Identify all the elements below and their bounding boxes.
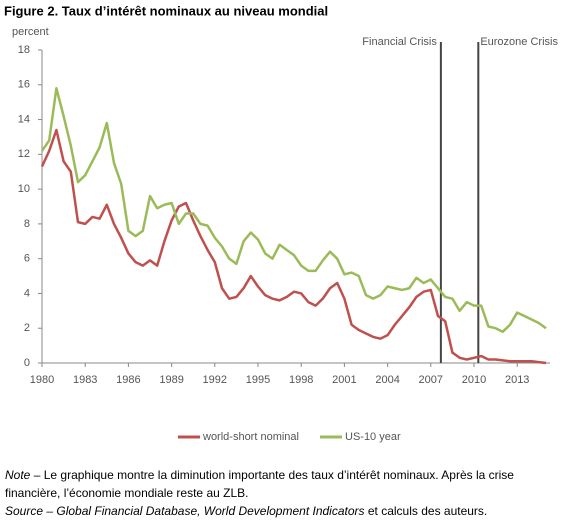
- y-tick-label: 8: [24, 218, 30, 230]
- y-tick-label: 4: [24, 287, 30, 299]
- legend-label: world-short nominal: [202, 431, 299, 443]
- y-tick-label: 2: [24, 322, 30, 334]
- x-tick-label: 2001: [332, 374, 356, 386]
- source-label: Source – Global Financial Database, Worl…: [5, 504, 365, 518]
- y-tick-label: 16: [18, 79, 30, 91]
- x-tick-label: 2013: [505, 374, 529, 386]
- chart-title: Figure 2. Taux d’intérêt nominaux au niv…: [4, 3, 328, 18]
- x-tick-label: 1998: [289, 374, 313, 386]
- y-tick-label: 0: [24, 357, 30, 369]
- footnotes: Note – Le graphique montre la diminution…: [5, 466, 561, 520]
- legend-label: US-10 year: [345, 431, 401, 443]
- x-tick-label: 1992: [203, 374, 227, 386]
- y-axis-label: percent: [12, 26, 49, 38]
- note: Note – Le graphique montre la diminution…: [5, 466, 561, 502]
- y-tick-label: 10: [18, 183, 30, 195]
- series-line: [40, 87, 547, 333]
- y-tick-label: 18: [18, 44, 30, 56]
- y-tick-label: 14: [18, 113, 30, 125]
- x-tick-label: 2004: [375, 374, 399, 386]
- source-text: et calculs des auteurs.: [367, 504, 488, 518]
- note-label: Note: [5, 468, 31, 482]
- source: Source – Global Financial Database, Worl…: [5, 502, 561, 520]
- x-tick-label: 1995: [246, 374, 270, 386]
- x-tick-label: 1986: [116, 374, 140, 386]
- x-tick-label: 1983: [73, 374, 97, 386]
- y-tick-label: 12: [18, 148, 30, 160]
- note-text: – Le graphique montre la diminution impo…: [5, 468, 514, 500]
- annotation-label: Eurozone Crisis: [480, 36, 558, 48]
- x-tick-label: 1989: [159, 374, 183, 386]
- x-tick-label: 2010: [462, 374, 486, 386]
- annotation-label: Financial Crisis: [362, 36, 437, 48]
- series-line: [40, 128, 547, 365]
- x-tick-label: 1980: [30, 374, 54, 386]
- y-tick-label: 6: [24, 253, 30, 265]
- x-tick-label: 2007: [419, 374, 443, 386]
- chart: Figure 2. Taux d’intérêt nominaux au niv…: [4, 3, 558, 443]
